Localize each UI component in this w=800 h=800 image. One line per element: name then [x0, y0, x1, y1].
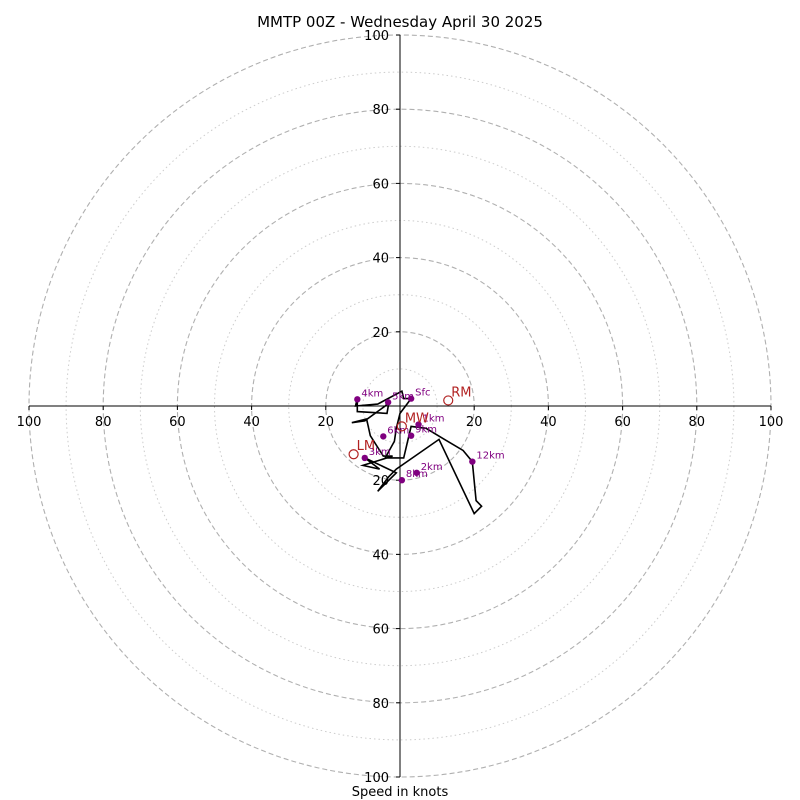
y-tick-label: 80 [372, 697, 389, 712]
x-axis-label: Speed in knots [352, 785, 449, 800]
height-point-label: Sfc [415, 388, 430, 399]
x-tick-label: 80 [689, 415, 706, 430]
height-point-5km [384, 399, 392, 406]
x-tick-label: 60 [614, 415, 631, 430]
height-point-label: 6km [387, 425, 409, 436]
y-tick-label: 20 [372, 326, 389, 341]
height-point-label: 9km [415, 425, 437, 436]
y-tick-label: 60 [372, 177, 389, 192]
height-point-3km [361, 454, 368, 462]
storm-motion-MW [396, 421, 407, 432]
x-tick-label: 80 [95, 415, 112, 430]
storm-motion-LM [348, 449, 359, 460]
x-tick-label: 40 [540, 415, 557, 430]
storm-motion-label: LM [357, 439, 375, 454]
height-point-Sfc [407, 395, 415, 402]
x-tick-label: 100 [17, 415, 42, 430]
storm-motion-markers: RM MW LM [348, 385, 471, 460]
x-tick-label: 20 [466, 415, 483, 430]
height-point-label: 8km [406, 469, 428, 480]
chart-title: MMTP 00Z - Wednesday April 30 2025 [257, 13, 543, 31]
y-tick-label: 80 [372, 103, 389, 118]
height-point-label: 2km [421, 462, 443, 473]
height-point-label: 5km [392, 391, 414, 402]
x-tick-label: 20 [318, 415, 335, 430]
height-point-12km [469, 458, 476, 465]
height-point-4km [354, 396, 361, 403]
height-point-2km [413, 469, 420, 476]
y-tick-label: 60 [372, 623, 389, 638]
storm-motion-label: MW [405, 411, 429, 426]
x-tick-label: 40 [243, 415, 260, 430]
height-point-label: 12km [476, 451, 504, 462]
y-tick-label: 20 [372, 474, 389, 489]
tick-labels: 100 80 60 40 20 20 40 60 80 100 100 80 60 40 20 20 40 60 8… [17, 29, 784, 786]
height-point-1km [415, 421, 422, 428]
storm-motion-label: RM [451, 385, 471, 400]
y-tick-label: 100 [364, 29, 389, 44]
height-point-label: 3km [369, 447, 391, 458]
y-tick-label: 40 [372, 252, 389, 267]
storm-motion-RM [443, 395, 454, 406]
y-tick-label: 40 [372, 548, 389, 563]
height-point-8km [398, 477, 406, 484]
height-point-6km [380, 433, 387, 440]
x-tick-label: 60 [169, 415, 186, 430]
y-tick-label: 100 [364, 771, 389, 786]
height-point-label: 4km [361, 388, 383, 399]
hodograph-trace [351, 390, 483, 515]
height-point-label: 1km [423, 414, 445, 425]
height-point-9km [407, 432, 415, 439]
axes [29, 35, 771, 777]
hodograph-trace-group [351, 390, 483, 515]
x-tick-label: 100 [759, 415, 784, 430]
